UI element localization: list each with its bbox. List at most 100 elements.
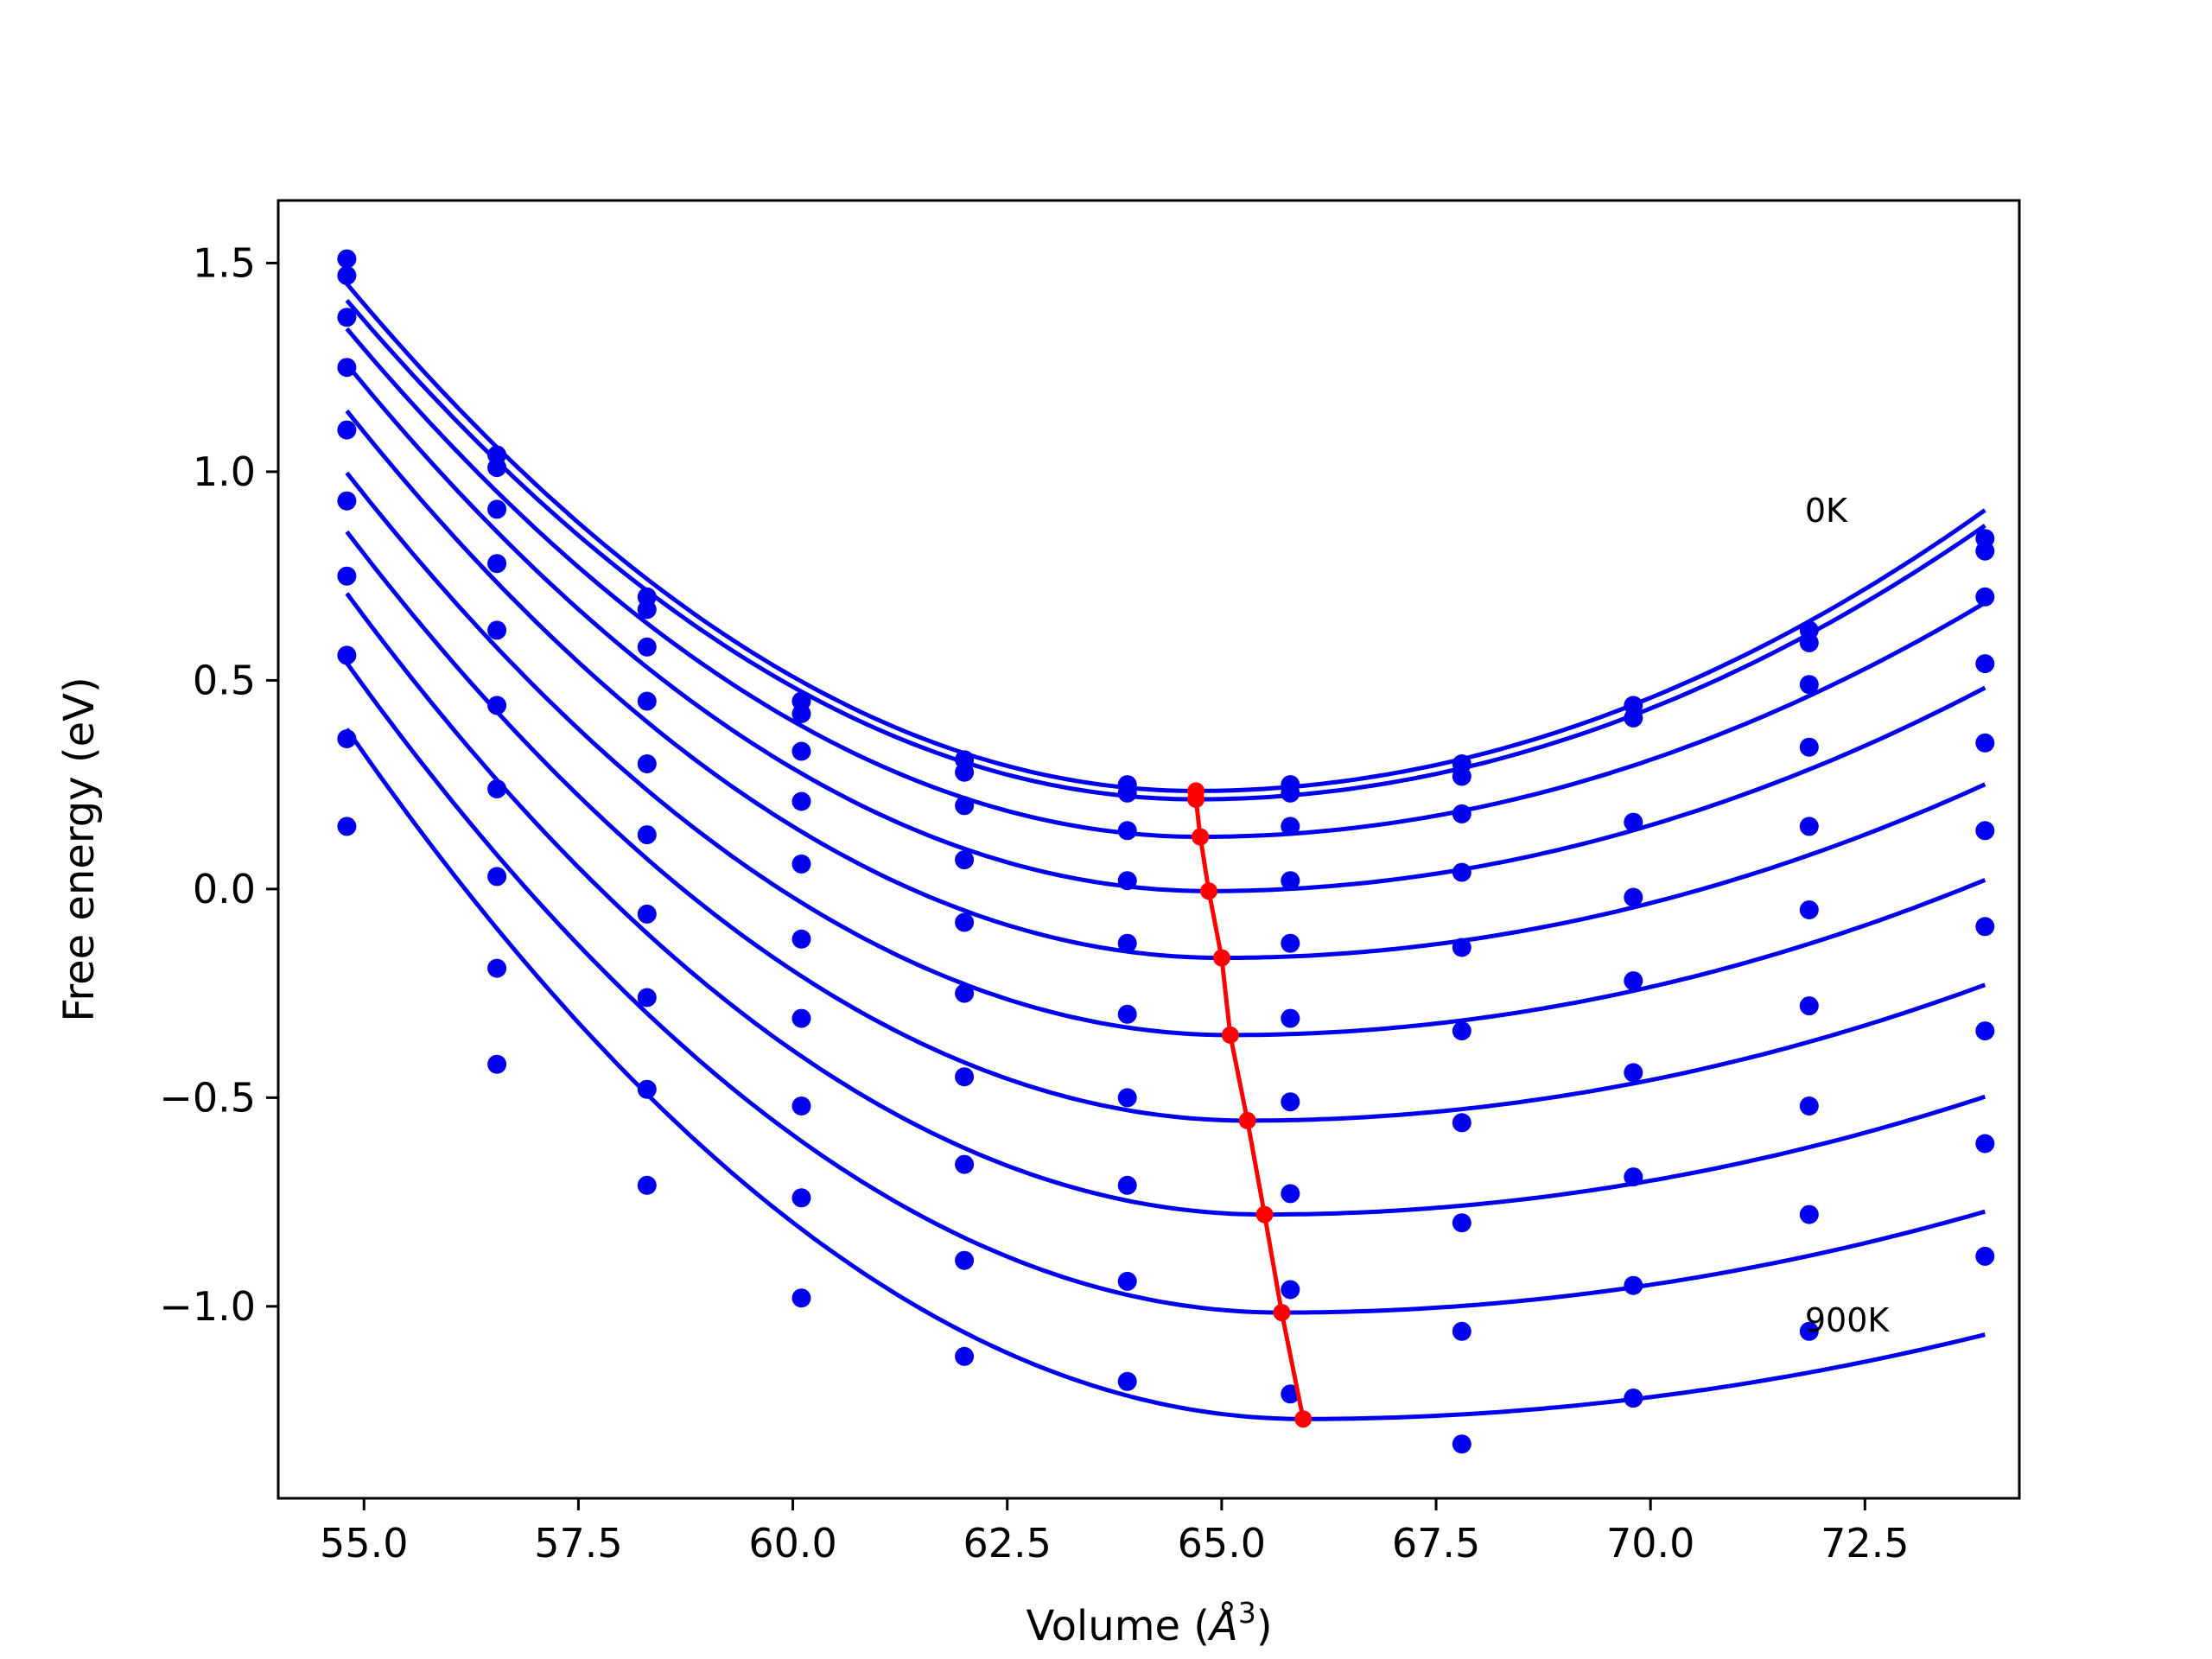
data-point [337,817,357,836]
y-axis-label: Free energy (eV) [55,677,104,1021]
minimum-point [1187,791,1205,808]
data-point [1624,1167,1643,1187]
x-tick-label: 55.0 [320,1520,408,1567]
x-tick-label: 62.5 [963,1520,1052,1567]
fit-curve-9 [345,728,1986,1421]
data-point [1452,766,1471,786]
data-points [337,249,1995,1454]
data-point [1975,541,1995,561]
data-point [955,762,975,782]
data-point [1117,783,1137,803]
x-tick-label: 65.0 [1178,1520,1266,1567]
x-tick-label: 67.5 [1392,1520,1480,1567]
data-point [791,741,811,761]
data-point [1281,1184,1300,1204]
data-point [1281,817,1300,836]
data-point [1799,1205,1819,1224]
data-point [1799,996,1819,1016]
data-point [637,691,657,711]
data-point [637,1175,657,1195]
annotations: 0K 900K [1805,492,1891,1339]
data-point [337,249,357,269]
data-point [1117,1004,1137,1024]
y-tick-label: 0.0 [193,866,256,912]
data-point [1452,938,1471,957]
data-point [1452,862,1471,882]
data-point [487,458,507,478]
minimum-point [1221,1026,1239,1044]
fit-curve-6 [345,530,1986,1123]
data-point [487,696,507,715]
y-tick-label: 0.5 [193,657,256,703]
data-point [1281,1008,1300,1028]
minimum-point [1238,1111,1256,1129]
data-point [1799,817,1819,836]
data-point [637,754,657,773]
data-point [1975,1021,1995,1041]
data-point [1452,1113,1471,1133]
data-point [955,1346,975,1366]
y-tick-label: −1.0 [159,1283,256,1330]
data-point [487,1054,507,1074]
y-tick-label: 1.0 [193,448,256,495]
data-point [791,1096,811,1116]
fit-curve-1 [345,298,1986,802]
data-point [337,566,357,586]
data-point [637,988,657,1007]
data-point [337,491,357,511]
data-point [1799,900,1819,919]
minimum-point [1273,1304,1291,1322]
data-point [1281,871,1300,891]
data-point [1624,1389,1643,1408]
data-point [1117,1088,1137,1108]
plot-frame [276,199,2021,1500]
data-point [1975,917,1995,937]
data-point [1117,821,1137,841]
minimum-point [1294,1410,1313,1428]
data-point [487,958,507,978]
data-point [955,912,975,932]
data-point [487,554,507,574]
temperature-annotation: 0K [1805,492,1848,530]
data-point [1799,632,1819,652]
data-point [1799,737,1819,757]
data-point [1975,1134,1995,1154]
data-point [487,867,507,887]
data-point [1281,1092,1300,1112]
data-point [1975,821,1995,841]
data-point [1624,1063,1643,1083]
data-point [955,796,975,816]
data-point [1117,933,1137,953]
fit-curve-7 [345,592,1986,1217]
data-point [1624,812,1643,832]
data-point [1799,675,1819,695]
data-point [637,825,657,845]
data-point [337,308,357,327]
fit-curve-3 [345,362,1986,893]
fit-curve-0 [345,282,1986,793]
data-point [337,265,357,285]
data-point [1281,783,1300,803]
data-point [955,1250,975,1270]
data-point [1975,654,1995,674]
data-point [1452,1021,1471,1041]
minimum-point [1255,1205,1274,1224]
data-point [791,1008,811,1028]
x-axis-ticks: 55.0 57.5 60.0 62.5 65.0 67.5 70.0 72.5 [320,1498,1910,1567]
data-point [487,499,507,519]
data-point [337,420,357,440]
minimum-point [1192,828,1210,846]
y-tick-label: 1.5 [193,239,256,286]
data-point [1799,1096,1819,1116]
data-point [1117,1271,1137,1291]
x-axis-label: Volume (Å3) [1026,1596,1272,1650]
y-axis-ticks: 1.5 1.0 0.5 0.0 −0.5 −1.0 [159,239,278,1330]
data-point [1799,1321,1819,1341]
fit-curve-2 [345,327,1986,839]
data-point [637,1079,657,1099]
data-point [791,854,811,874]
data-point [637,637,657,657]
data-point [487,779,507,798]
fit-curve-4 [345,409,1986,961]
